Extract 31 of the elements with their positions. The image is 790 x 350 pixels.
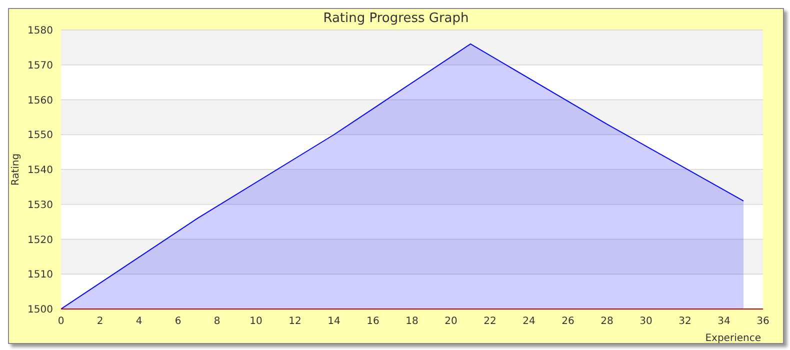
y-tick-label: 1510: [28, 270, 53, 281]
y-tick-label: 1500: [28, 304, 53, 316]
y-tick-label: 1560: [28, 95, 53, 106]
y-tick-label: 1520: [28, 234, 53, 246]
x-tick-label: 12: [288, 316, 302, 328]
x-tick-label: 4: [136, 316, 142, 328]
x-tick-label: 22: [484, 316, 496, 328]
x-tick-label: 10: [250, 316, 262, 328]
y-tick-label: 1530: [28, 200, 53, 211]
x-tick-label: 36: [756, 316, 770, 328]
y-tick-label: 1570: [28, 60, 53, 72]
x-tick-label: 2: [96, 316, 104, 328]
x-tick-label: 24: [522, 316, 536, 328]
x-tick-label: 20: [444, 316, 458, 328]
x-tick-label: 34: [718, 316, 730, 328]
chart-title: Rating Progress Graph: [322, 11, 470, 26]
y-tick-label: 1550: [28, 130, 53, 142]
x-tick-label: 0: [58, 316, 64, 328]
x-tick-label: 6: [174, 316, 182, 328]
x-tick-label: 8: [214, 316, 220, 328]
y-tick-label: 1540: [28, 165, 53, 176]
x-tick-label: 32: [678, 316, 692, 328]
x-tick-label: 26: [562, 316, 574, 328]
x-axis-title: Experience: [705, 333, 761, 344]
x-tick-label: 28: [600, 316, 614, 328]
x-tick-label: 30: [640, 316, 652, 328]
x-tick-label: 14: [328, 316, 340, 328]
y-tick-label: 1580: [28, 26, 53, 37]
x-tick-label: 16: [366, 316, 380, 328]
y-axis-title: Rating: [10, 153, 22, 186]
x-tick-label: 18: [406, 316, 418, 328]
